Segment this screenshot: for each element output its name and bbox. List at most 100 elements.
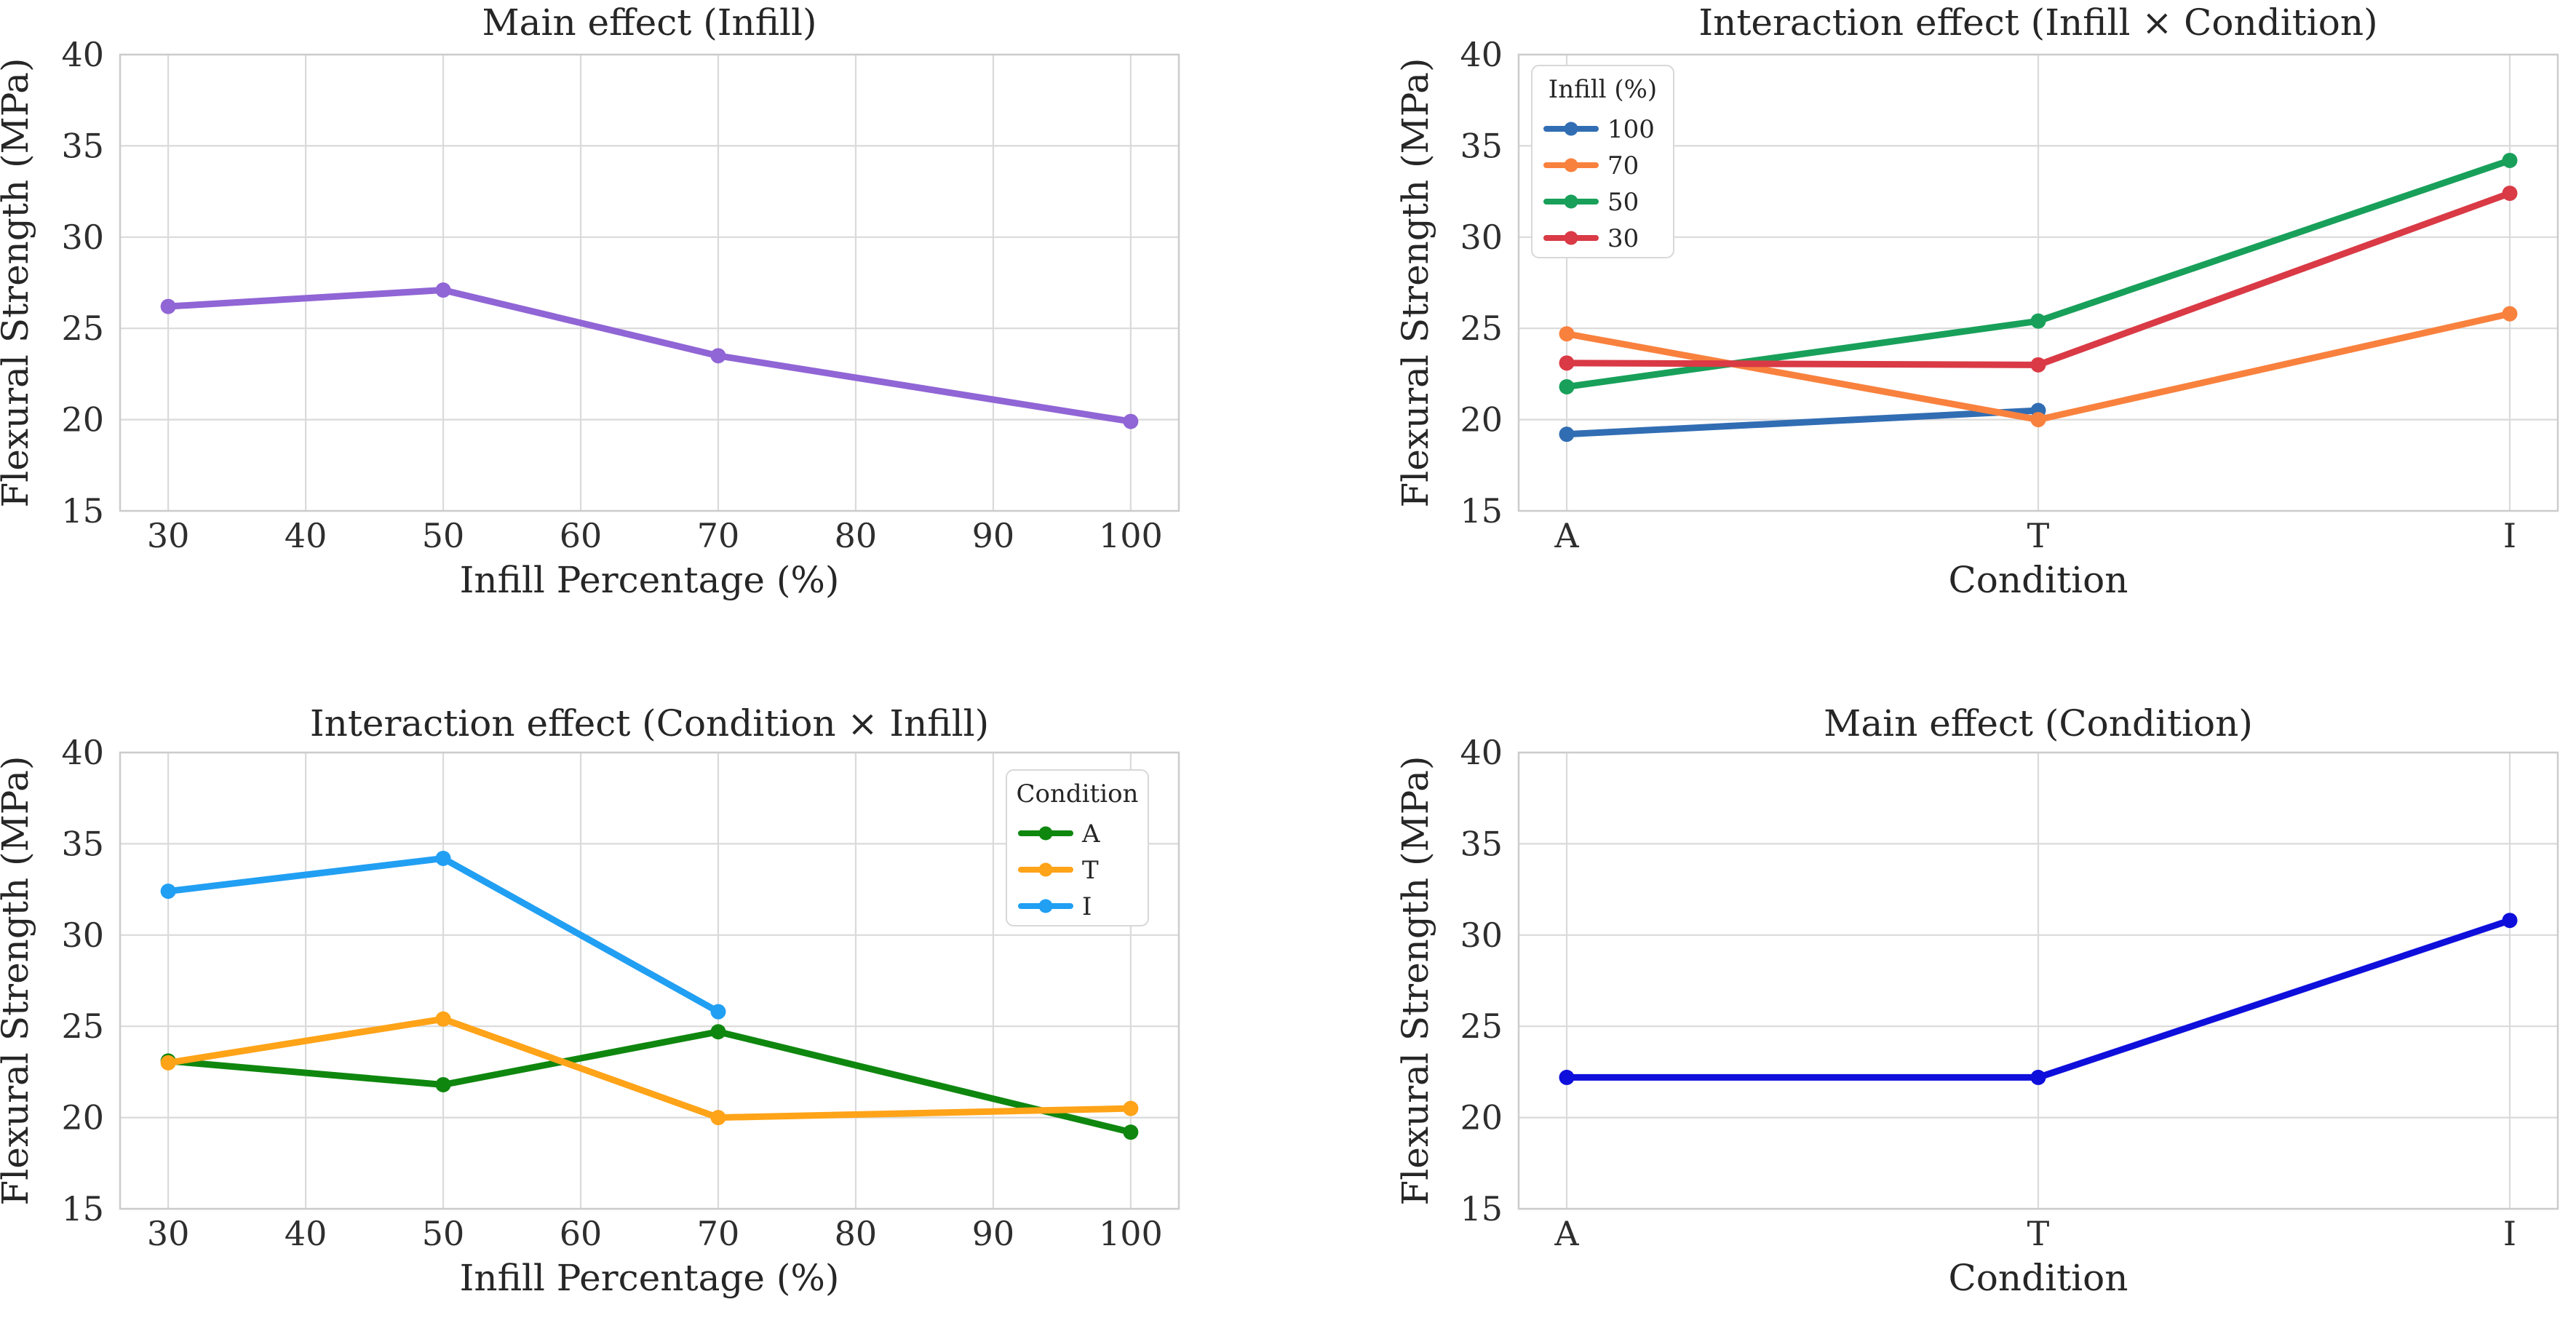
y-axis-label: Flexural Strength (MPa) [1394, 58, 1436, 508]
x-tick-label: T [2027, 516, 2050, 555]
legend-marker [1038, 826, 1053, 841]
data-point-mean-30 [160, 298, 176, 314]
legend-item-50: 50 [1543, 188, 1639, 217]
x-axis-label: Infill Percentage (%) [460, 559, 840, 601]
x-tick-label: 40 [285, 1214, 327, 1253]
data-point-50-T [2030, 313, 2046, 329]
y-tick-label: 25 [61, 309, 104, 348]
x-tick-label: 100 [1099, 516, 1163, 555]
x-tick-label: 50 [422, 1214, 465, 1253]
legend-box [1531, 65, 1674, 258]
x-tick-label: 30 [147, 516, 190, 555]
x-tick-label: 30 [147, 1214, 190, 1253]
y-tick-label: 15 [61, 1189, 104, 1228]
plot-border [119, 53, 1180, 512]
x-tick-label: 80 [835, 516, 878, 555]
y-tick-label: 30 [61, 218, 104, 257]
data-point-mean-A [1559, 1069, 1575, 1085]
chart-title: Main effect (Condition) [1824, 702, 2253, 745]
data-point-I-50 [435, 850, 451, 866]
y-tick-label: 15 [61, 491, 104, 531]
data-point-mean-I [2502, 913, 2518, 929]
plot-border [119, 751, 1180, 1210]
x-axis-label: Condition [1949, 1257, 2128, 1299]
series-line-100 [1563, 407, 2042, 438]
x-tick-label: A [1554, 516, 1579, 555]
legend-marker [1038, 862, 1053, 877]
panel-main-effect-infill: 15 20 25 30 35 40 30 40 50 60 70 80 90 100 Main effect… [0, 0, 1288, 659]
plot-border [1517, 53, 2559, 512]
grid [1519, 53, 2558, 512]
y-tick-label: 20 [61, 400, 104, 440]
legend-item-100: 100 [1543, 115, 1655, 144]
data-point-30-I [2502, 186, 2518, 202]
series-line-mean [164, 287, 1134, 425]
data-point-mean-100 [1123, 413, 1139, 429]
chart-main-effect-infill: 15 20 25 30 35 40 30 40 50 60 70 80 90 100 Main effect… [0, 1, 1180, 601]
y-tick-label: 35 [61, 126, 104, 165]
y-tick-label: 30 [1460, 218, 1503, 257]
data-point-T-30 [160, 1055, 176, 1071]
chart-title: Interaction effect (Infill × Condition) [1698, 1, 2377, 44]
legend-item-30: 30 [1543, 224, 1639, 253]
x-tick-label: 100 [1099, 1214, 1163, 1253]
data-point-I-70 [710, 1004, 726, 1020]
legend-item-label: 70 [1607, 151, 1639, 180]
data-point-A-70 [710, 1024, 726, 1040]
data-point-T-50 [435, 1011, 451, 1027]
y-tick-label: 35 [61, 824, 104, 863]
x-tick-label: I [2503, 516, 2516, 555]
legend-item-label: 100 [1607, 115, 1655, 144]
y-tick-label: 15 [1460, 491, 1503, 531]
legend-title: Condition [1017, 779, 1139, 809]
data-point-50-I [2502, 152, 2518, 168]
legend-item-label: A [1081, 819, 1100, 849]
x-tick-label: T [2027, 1214, 2050, 1253]
data-point-mean-70 [710, 348, 726, 364]
series-line-A [164, 1028, 1134, 1136]
y-tick-label: 20 [1460, 1098, 1503, 1138]
plot-border [1517, 751, 2559, 1210]
data-point-A-50 [435, 1076, 451, 1092]
y-tick-label: 20 [61, 1098, 104, 1138]
panel-interaction-infill-condition: 15 20 25 30 35 40 A T I Interaction effect (Infil… [1288, 0, 2576, 659]
y-tick-label: 25 [1460, 1007, 1503, 1046]
legend-item-label: T [1082, 856, 1099, 885]
data-point-70-T [2030, 412, 2046, 428]
legend-marker [1564, 158, 1578, 172]
x-tick-label: 60 [560, 516, 603, 555]
grid [120, 53, 1179, 512]
legend-box [1006, 769, 1149, 926]
data-point-A-100 [1123, 1124, 1139, 1140]
data-point-100-A [1559, 426, 1575, 442]
series-line-T [164, 1015, 1134, 1122]
chart-main-effect-condition: 15 20 25 30 35 40 A T I Main effect (Condition) Co… [1394, 702, 2559, 1299]
data-point-50-A [1559, 378, 1575, 394]
data-point-30-T [2030, 357, 2046, 373]
y-tick-label: 35 [1460, 824, 1503, 863]
x-tick-label: 90 [972, 516, 1015, 555]
chart-interaction-infill-condition: 15 20 25 30 35 40 A T I Interaction effect (Infil… [1394, 1, 2559, 601]
data-point-mean-T [2030, 1069, 2046, 1085]
data-point-30-A [1559, 355, 1575, 371]
legend-item-A: A [1018, 819, 1100, 849]
x-tick-label: 90 [972, 1214, 1015, 1253]
chart-title: Main effect (Infill) [482, 1, 816, 44]
legend-marker [1564, 194, 1578, 209]
y-tick-label: 25 [61, 1007, 104, 1046]
legend-title: Infill (%) [1549, 75, 1657, 104]
x-tick-label: 40 [285, 516, 327, 555]
panel-main-effect-condition: 15 20 25 30 35 40 A T I Main effect (Condition) Co… [1288, 659, 2576, 1318]
y-tick-label: 40 [61, 733, 104, 772]
x-tick-label: 70 [697, 516, 740, 555]
y-axis-label: Flexural Strength (MPa) [0, 756, 36, 1206]
legend-marker [1038, 899, 1053, 913]
legend: Condition ATI [1006, 769, 1149, 926]
chart-title: Interaction effect (Condition × Infill) [310, 702, 989, 745]
legend-item-label: 30 [1607, 224, 1639, 253]
data-point-mean-50 [435, 282, 451, 298]
chart-interaction-condition-infill: 15 20 25 30 35 40 30 40 50 60 70 80 90 100 Interaction… [0, 702, 1180, 1299]
y-tick-label: 40 [1460, 733, 1503, 772]
y-tick-label: 35 [1460, 126, 1503, 165]
x-tick-label: 50 [422, 516, 465, 555]
